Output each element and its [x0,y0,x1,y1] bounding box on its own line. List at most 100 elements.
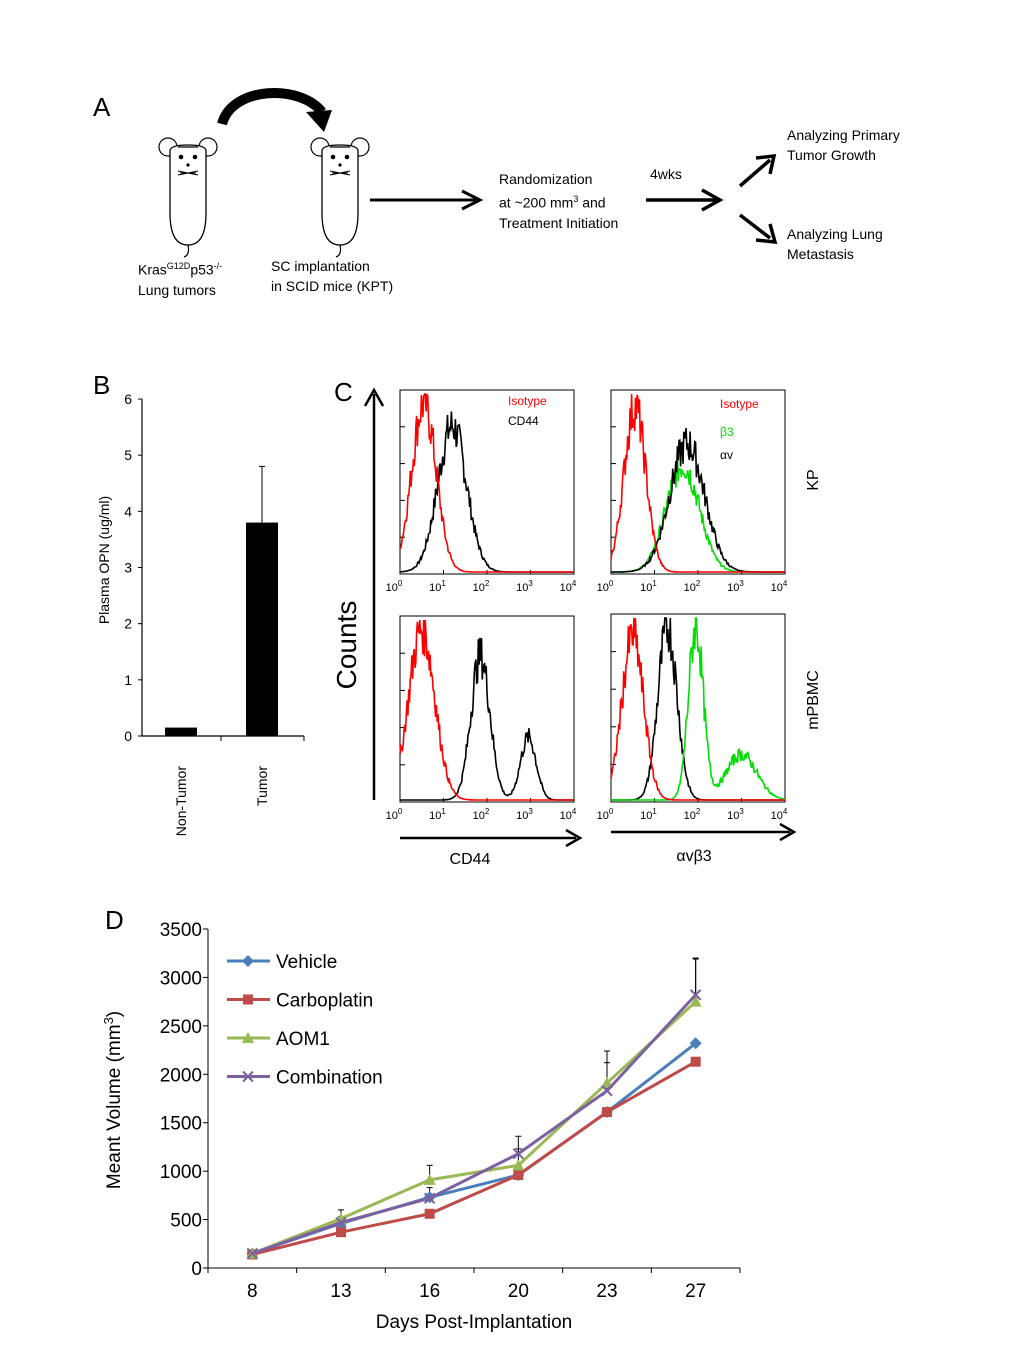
c-legend-alphav: αv [720,448,733,462]
panel-a-schematic [158,88,778,258]
c-x-tick-label: 103 [516,807,533,822]
d-point-combination [601,1085,613,1097]
panel-d-line-chart: 0 500 1000 1500 2000 2500 3000 3500 8 13 16 20 23 27 D… [101,920,741,1333]
b-y-axis-label: Plasma OPN (ug/ml) [96,496,112,624]
duration-label: 4wks [650,166,682,182]
b-y-tick-label: 0 [124,728,132,744]
d-point-carboplatin [690,1056,701,1067]
c-x-tick-label: 101 [640,579,657,594]
d-point-aom1 [423,1173,436,1185]
b-x-tick-label: Non-Tumor [173,766,189,837]
d-point-combination [512,1148,525,1160]
d-point-carboplatin [602,1107,612,1118]
c-x-tick-label: 101 [429,807,446,822]
randomization-label: Randomization at ~200 mm3 and Treatment … [499,171,619,231]
c-histogram-beta3 [611,617,786,801]
mouse-icon-2 [310,137,370,258]
d-series-line-combination [251,993,697,1255]
d-x-tick-label: 27 [685,1281,706,1302]
d-point-carboplatin [424,1208,435,1219]
panel-d-letter: D [105,905,124,935]
d-legend-label: Carboplatin [276,991,373,1012]
b-y-tick-label: 4 [124,503,132,519]
d-point-combination [246,1247,259,1260]
c-x-tick-label: 103 [727,807,744,822]
c-histogram-isotype [610,393,785,573]
d-x-tick-label: 8 [247,1281,258,1302]
d-y-tick-label: 500 [170,1211,202,1232]
panel-b-bar-chart: 0 1 2 3 4 5 6 Non-Tumor Tumor Plasma OPN (ug/ml) [96,391,305,837]
c-histogram-marker [400,637,574,801]
c-x-arrowhead [779,822,797,842]
c-histogram-isotype [399,393,574,573]
transfer-arrow [217,88,326,126]
c-legend-beta3: β3 [720,425,734,439]
b-bar [246,522,278,736]
d-y-tick-label: 3500 [160,920,202,941]
outcome1-label: Analyzing Primary Tumor Growth [787,127,900,163]
outcome-arrow-down [738,213,772,240]
c-x-label-avb3: αvβ3 [676,848,711,865]
c-x-tick-label: 104 [771,807,788,822]
c-x-tick-label: 101 [429,579,446,594]
d-legend-marker [242,1032,254,1043]
c-x-arrowhead [565,828,583,848]
d-legend-label: Vehicle [276,952,337,973]
c-x-tick-label: 104 [771,579,788,594]
c-x-tick-label: 102 [473,579,490,594]
c-x-tick-label: 103 [727,579,744,594]
d-y-tick-label: 0 [191,1259,202,1280]
c-histogram-marker [400,411,574,573]
c-histogram-isotype [399,619,574,801]
d-point-combination [423,1192,436,1204]
d-x-tick-label: 16 [419,1281,440,1302]
d-point-combination [689,989,702,1001]
d-legend-label: Combination [276,1068,383,1089]
d-series-line-carboplatin [251,1060,697,1256]
b-x-tick-label: Tumor [254,766,270,806]
c-legend-isotype: Isotype [720,397,759,411]
c-x-tick-label: 104 [560,579,577,594]
d-legend-marker [242,1070,254,1083]
d-point-aom1 [689,995,702,1007]
c-legend-isotype: Isotype [508,394,547,408]
b-bar [165,727,197,736]
b-y-tick-label: 2 [124,616,132,632]
d-x-tick-label: 13 [330,1281,351,1302]
d-y-axis-label: Meant Volume (mm3) [101,1011,125,1189]
d-x-tick-label: 20 [508,1281,529,1302]
d-x-tick-label: 23 [596,1281,617,1302]
d-point-aom1 [512,1159,525,1171]
c-row-label-kp: KP [805,469,822,490]
d-legend-label: AOM1 [276,1029,330,1050]
d-point-carboplatin [513,1170,524,1181]
c-x-tick-label: 100 [597,579,614,594]
d-point-carboplatin [336,1227,346,1238]
d-point-aom1 [601,1077,613,1089]
outcome2-label: Analyzing Lung Metastasis [787,226,883,262]
mouse-icon-1 [158,137,218,258]
c-legend-cd44: CD44 [508,414,539,428]
panel-b-letter: B [93,370,111,400]
c-y-axis-label: Counts [331,601,362,690]
c-x-tick-label: 104 [560,807,577,822]
c-x-tick-label: 102 [684,579,701,594]
panel-c-letter: C [334,377,353,407]
c-x-tick-label: 101 [640,807,657,822]
d-y-tick-label: 3000 [160,968,202,989]
c-x-tick-label: 100 [386,579,403,594]
c-x-label-cd44: CD44 [450,851,491,868]
d-y-tick-label: 1500 [160,1114,202,1135]
c-x-tick-label: 102 [684,807,701,822]
c-histogram-marker [611,428,785,573]
d-legend-marker [243,994,253,1005]
d-x-axis-label: Days Post-Implantation [376,1312,572,1333]
c-x-tick-label: 103 [516,579,533,594]
b-y-tick-label: 1 [124,672,132,688]
panel-a-letter: A [93,92,111,122]
c-x-tick-label: 102 [473,807,490,822]
b-y-tick-label: 3 [124,560,132,576]
b-y-tick-label: 5 [124,447,132,463]
b-y-tick-label: 6 [124,391,132,407]
d-y-tick-label: 2000 [160,1065,202,1086]
